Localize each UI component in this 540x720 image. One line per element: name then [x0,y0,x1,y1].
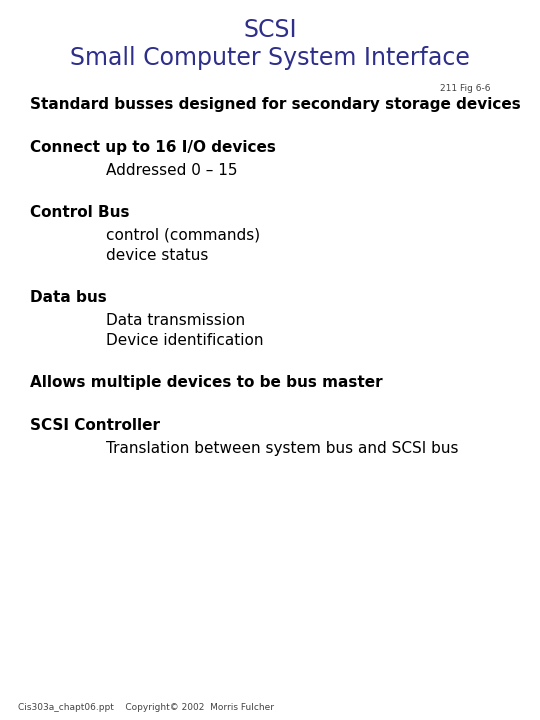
Text: Device identification: Device identification [106,333,263,348]
Text: Control Bus: Control Bus [30,205,130,220]
Text: Cis303a_chapt06.ppt    Copyright© 2002  Morris Fulcher: Cis303a_chapt06.ppt Copyright© 2002 Morr… [18,703,274,712]
Text: Allows multiple devices to be bus master: Allows multiple devices to be bus master [30,375,383,390]
Text: 211 Fig 6-6: 211 Fig 6-6 [440,84,490,93]
Text: Data bus: Data bus [30,290,107,305]
Text: Standard busses designed for secondary storage devices: Standard busses designed for secondary s… [30,97,521,112]
Text: Addressed 0 – 15: Addressed 0 – 15 [106,163,237,178]
Text: Translation between system bus and SCSI bus: Translation between system bus and SCSI … [106,441,458,456]
Text: SCSI Controller: SCSI Controller [30,418,160,433]
Text: SCSI: SCSI [243,18,297,42]
Text: Connect up to 16 I/O devices: Connect up to 16 I/O devices [30,140,276,155]
Text: Small Computer System Interface: Small Computer System Interface [70,46,470,70]
Text: device status: device status [106,248,208,263]
Text: control (commands): control (commands) [106,228,260,243]
Text: Data transmission: Data transmission [106,313,245,328]
